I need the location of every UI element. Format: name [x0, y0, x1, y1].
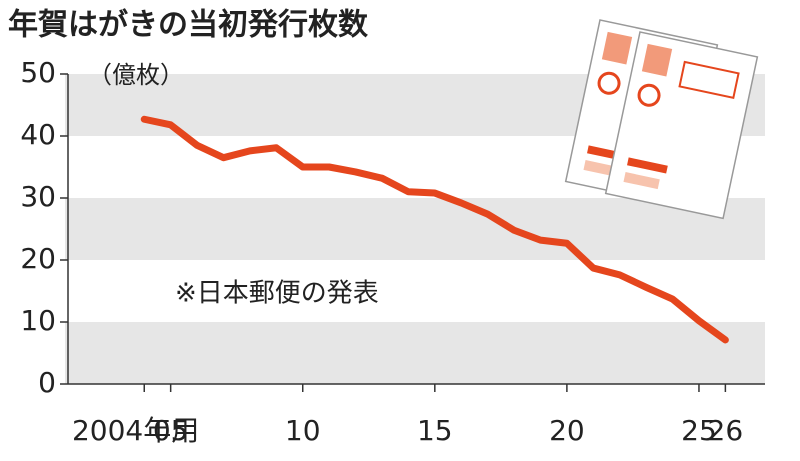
chart-title: 年賀はがきの当初発行枚数	[8, 8, 369, 43]
y-tick-label: 10	[20, 304, 56, 337]
band	[65, 322, 765, 384]
x-tick-label: 2004年用	[72, 414, 199, 447]
annotation: ※日本郵便の発表	[175, 279, 379, 309]
x-tick-label: 26	[708, 414, 744, 447]
band	[65, 198, 765, 260]
x-tick-label: 10	[285, 414, 321, 447]
x-tick-label: 05	[153, 414, 189, 447]
y-tick-label: 30	[20, 180, 56, 213]
y-tick-label: 20	[20, 242, 56, 275]
y-tick-label: 0	[38, 366, 56, 399]
data-line	[140, 115, 729, 344]
postcards-illustration	[564, 19, 759, 220]
y-tick-label: 50	[20, 56, 56, 89]
x-tick-label: 25	[681, 414, 717, 447]
y-unit: （億枚）	[88, 61, 184, 89]
x-tick-label: 20	[549, 414, 585, 447]
y-tick-label: 40	[20, 118, 56, 151]
x-tick-label: 15	[417, 414, 453, 447]
